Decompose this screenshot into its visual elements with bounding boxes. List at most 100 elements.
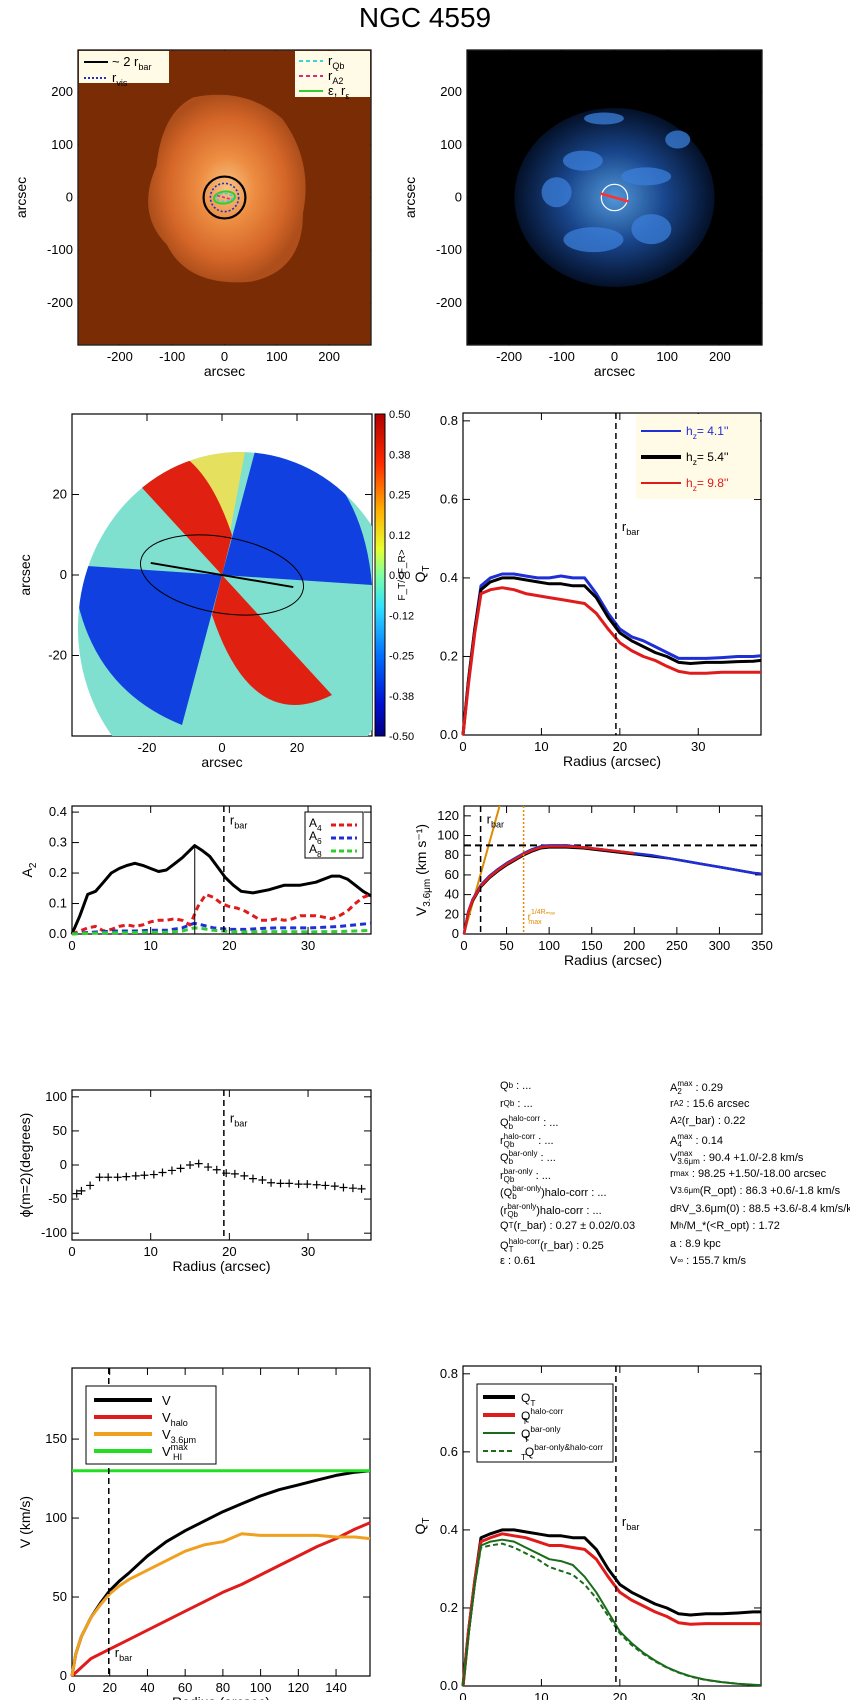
x-tick-label: 200 [623,938,645,953]
x-tick-label: 20 [222,938,236,953]
param-subscript: 4 [677,1139,682,1149]
y-tick-label: 0.6 [440,491,458,506]
param-symbol: Q [500,1220,509,1232]
x-axis-label: arcsec [201,754,242,770]
x-tick-label: 30 [301,938,315,953]
param-symbol: (Q [500,1186,513,1199]
rotation-3p6-panel: 0 50 100 150 200 250 300 350 0 20 40 60 80 100 120 Radi… [413,805,773,968]
x-tick-label: -200 [107,349,133,364]
y-tick-label: 100 [437,828,459,843]
legend-label: Qhalo-corr T [521,1406,564,1426]
y-tick-label: 50 [53,1123,67,1138]
param-subscript: 3.6μm [677,1157,700,1166]
legend-label: Vmax HI [162,1442,188,1462]
y-tick-label: 0.3 [49,835,67,850]
param-value: )halo-corr : ... [541,1186,607,1199]
param-value: /M_*(<R_opt) : 1.72 [683,1220,780,1232]
param-scripts: bar-only b [512,1185,541,1201]
param-subscript: b [508,1081,514,1091]
x-tick-label: 0 [460,938,467,953]
param-scripts: bar-only b [509,1150,538,1166]
y-tick-label: 0.8 [440,413,458,428]
param-symbol: ε [500,1255,505,1267]
phase-point [140,1171,149,1180]
param-scripts: bar-only Qb [507,1201,537,1219]
param-value: : ... [514,1097,533,1110]
y-tick-label: -20 [48,648,67,663]
param-subscript: Qb [503,1139,515,1149]
phase-point [285,1179,294,1188]
param-scripts: A2 [674,1099,684,1108]
param-superscript: bar-only [507,1201,537,1211]
info-right-row: a : 8.9 kpc [670,1238,850,1256]
param-symbol: (r [500,1204,508,1217]
param-scripts: Qb [504,1099,515,1108]
x-tick-label: 40 [140,1680,154,1695]
param-value: : ... [535,1134,554,1147]
phase-point [194,1159,203,1168]
colorbar-tick-label: 0.25 [389,490,410,502]
colorbar-tick-label: 0.50 [389,409,410,421]
y-tick-label: 0.1 [49,896,67,911]
x-tick-label: 200 [318,349,340,364]
a2-profile-frame [71,805,372,935]
legend-label: A6 [309,829,322,846]
rotation-series-blue [462,844,763,935]
param-symbol: V [670,1151,678,1164]
param-superscript: bar-only [508,1149,538,1158]
y-tick-label: 100 [45,1089,67,1104]
phase-point [72,1189,81,1198]
info-right-row: r A2 : 15.6 arcsec [670,1098,850,1116]
phase-point [77,1186,86,1195]
bar-axis-line [150,561,294,589]
velocity-decomposition-frame [71,1367,371,1677]
phase-point [113,1173,122,1182]
legend-box [295,51,370,97]
x-tick-label: 20 [222,1244,236,1259]
qt-halo-series [462,1542,762,1687]
param-value: : ... [532,1169,551,1182]
residual-blob [541,177,572,208]
residual-blob [563,227,624,253]
param-superscript: max [677,1149,693,1158]
param-subscript: max [673,1168,689,1178]
param-subscript: b [508,1157,514,1166]
residual-bar-marker [600,192,629,203]
phase-point [339,1183,348,1192]
legend-label: rA2 [328,68,343,86]
force-lobe-red [212,575,332,705]
y-axis-label: V3.6μm (km s⁻¹) [413,824,433,916]
x-tick-label: 140 [325,1680,347,1695]
x-tick-label: 150 [581,938,603,953]
legend-label: Qbar-only&halo-corr T [521,1442,603,1462]
x-tick-label: 20 [613,1690,627,1700]
param-value: : 0.61 [504,1255,536,1267]
x-axis-label: arcsec [594,363,635,379]
y-tick-label: 0 [452,926,459,941]
galaxy-disk [148,94,306,283]
x-tick-label: 250 [666,938,688,953]
param-symbol: A [670,1081,678,1094]
param-value: : 15.6 arcsec [683,1097,750,1110]
info-right-row: d R V_3.6μm(0) : 88.5 +3.6/-8.4 km/s/kpc [670,1203,850,1221]
param-symbol: a [670,1237,677,1250]
phase-point [212,1165,221,1174]
param-subscript: 2 [677,1087,682,1096]
residual-blob [631,214,672,245]
param-scripts: 3.6μm [677,1187,699,1195]
phase-point [303,1180,312,1189]
phase-point [258,1176,267,1184]
info-right-row: V 3.6μm (R_opt) : 86.3 +0.6/-1.8 km/s [670,1185,850,1203]
x-tick-label: 20 [102,1680,116,1695]
force-map-panel: -20 0 20 -20 0 20 arcsec arcsec 0.50 0.38 0.25 0.12… [17,409,414,770]
quarter-rmax-label: r1/4Rₘₐₓ max [528,909,556,926]
param-subscript: 2 [677,1116,682,1126]
x-axis-label: Radius (arcsec) [563,753,661,769]
phase-point [357,1184,366,1193]
param-value: : 98.25 +1.50/-18.00 arcsec [688,1167,827,1180]
